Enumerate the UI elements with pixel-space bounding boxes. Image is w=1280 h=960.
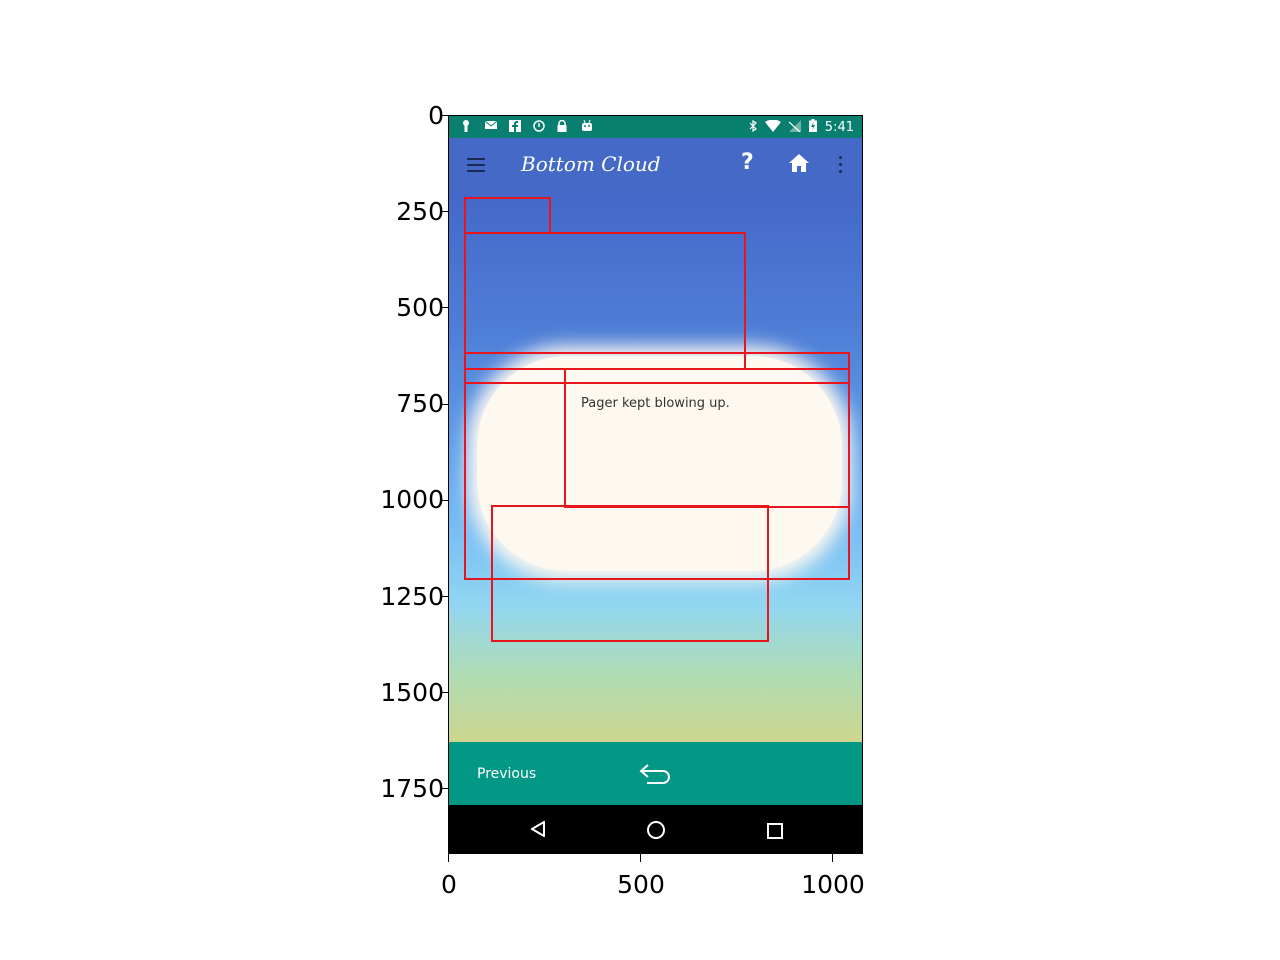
y-tick-label: 1000 (380, 485, 444, 514)
x-tick-mark (448, 854, 450, 862)
y-tick-label: 1250 (380, 582, 444, 611)
y-tick-label: 1750 (380, 774, 444, 803)
y-tick-mark (440, 788, 448, 790)
facebook-icon (509, 120, 521, 132)
x-tick-label: 0 (441, 870, 457, 899)
y-tick-mark (440, 211, 448, 213)
y-tick-label: 500 (396, 293, 444, 322)
y-tick-mark (440, 307, 448, 309)
y-tick-mark (440, 500, 448, 502)
y-tick-mark (440, 692, 448, 694)
y-tick-label: 0 (428, 101, 444, 130)
bbox-annotation (464, 197, 551, 234)
key-icon (461, 120, 473, 132)
y-tick-mark (440, 596, 448, 598)
phone-screen: 5:41 Bottom Cloud ? Pager kept blowing u… (448, 115, 863, 854)
lock-icon (557, 119, 569, 132)
mail-icon (484, 120, 498, 132)
menu-icon[interactable] (467, 158, 485, 172)
signal-off-icon (788, 119, 801, 136)
x-tick-mark (832, 854, 834, 862)
circle-info-icon (533, 120, 545, 132)
y-tick-mark (440, 404, 448, 406)
bbox-annotation (464, 232, 746, 370)
bottom-bar: Previous (449, 742, 862, 805)
nav-home-icon[interactable] (647, 821, 665, 839)
x-tick-label: 1000 (801, 870, 865, 899)
cloud-shape (477, 356, 842, 571)
android-icon (581, 119, 593, 132)
y-tick-label: 1500 (380, 678, 444, 707)
status-time: 5:41 (824, 120, 854, 135)
nav-recent-icon[interactable] (767, 823, 783, 839)
bbox-annotation (564, 368, 850, 508)
x-tick-label: 500 (617, 870, 665, 899)
y-tick-label: 750 (396, 389, 444, 418)
cloud-message: Pager kept blowing up. (581, 396, 730, 411)
previous-button[interactable]: Previous (477, 766, 537, 782)
bluetooth-icon (749, 119, 757, 136)
home-icon[interactable] (789, 154, 809, 172)
android-nav-bar (449, 805, 862, 853)
y-tick-label: 250 (396, 197, 444, 226)
help-icon[interactable]: ? (741, 150, 754, 175)
x-tick-mark (640, 854, 642, 862)
bbox-annotation (491, 505, 769, 642)
y-tick-mark (440, 115, 448, 117)
wifi-icon (764, 119, 781, 136)
battery-icon (808, 119, 817, 136)
status-bar: 5:41 (449, 116, 862, 138)
undo-arrow-icon[interactable] (639, 762, 675, 784)
nav-back-icon[interactable] (530, 820, 545, 841)
app-title: Bottom Cloud (521, 152, 661, 176)
app-bar: Bottom Cloud ? (449, 138, 862, 194)
more-vert-icon[interactable] (839, 156, 843, 177)
